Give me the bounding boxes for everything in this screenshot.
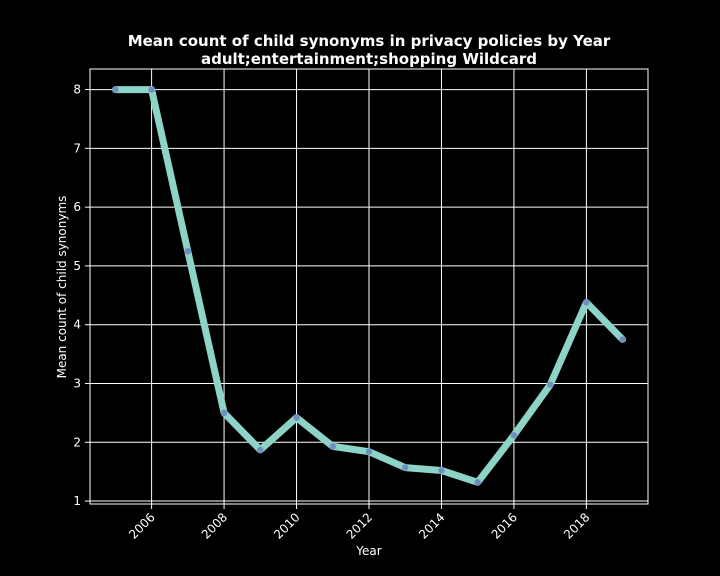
data-point bbox=[184, 248, 192, 255]
data-point bbox=[583, 299, 590, 306]
data-point bbox=[329, 443, 336, 450]
y-tick-label: 3 bbox=[73, 376, 81, 390]
data-point bbox=[546, 381, 554, 388]
y-axis-label: Mean count of child synonyms bbox=[55, 196, 69, 379]
x-tick-label: 2018 bbox=[561, 510, 592, 541]
plot-frame bbox=[89, 68, 649, 505]
data-point bbox=[438, 467, 445, 474]
y-tick-label: 8 bbox=[73, 83, 81, 97]
data-point bbox=[148, 86, 155, 93]
x-axis: 2006 2008 2010 2012 2014 2016 2018 bbox=[126, 504, 593, 542]
y-tick-label: 1 bbox=[73, 494, 81, 508]
chart-title-line2: adult;entertainment;shopping Wildcard bbox=[201, 50, 537, 68]
x-tick-label: 2014 bbox=[416, 510, 447, 541]
x-tick-label: 2006 bbox=[126, 510, 157, 541]
data-point bbox=[510, 432, 518, 439]
data-point bbox=[257, 446, 264, 454]
data-point bbox=[293, 414, 300, 421]
data-point bbox=[220, 409, 228, 417]
x-tick-label: 2010 bbox=[271, 510, 302, 541]
x-tick-label: 2012 bbox=[344, 510, 375, 541]
y-tick-label: 2 bbox=[73, 435, 81, 449]
data-point bbox=[402, 464, 409, 471]
data-point bbox=[365, 448, 373, 455]
y-tick-label: 7 bbox=[73, 141, 81, 155]
y-tick-label: 5 bbox=[73, 259, 81, 273]
y-tick-label: 6 bbox=[73, 200, 81, 214]
series bbox=[111, 86, 627, 486]
chart-title-line1: Mean count of child synonyms in privacy … bbox=[128, 32, 611, 50]
data-point bbox=[619, 336, 626, 343]
grid bbox=[90, 69, 648, 504]
data-point bbox=[112, 86, 119, 93]
x-tick-label: 2016 bbox=[489, 510, 520, 541]
x-axis-label: Year bbox=[355, 544, 381, 558]
y-axis: 1 2 3 4 5 6 7 8 bbox=[73, 83, 90, 508]
x-tick-label: 2008 bbox=[199, 510, 230, 541]
y-tick-label: 4 bbox=[73, 318, 81, 332]
data-point bbox=[474, 479, 481, 486]
